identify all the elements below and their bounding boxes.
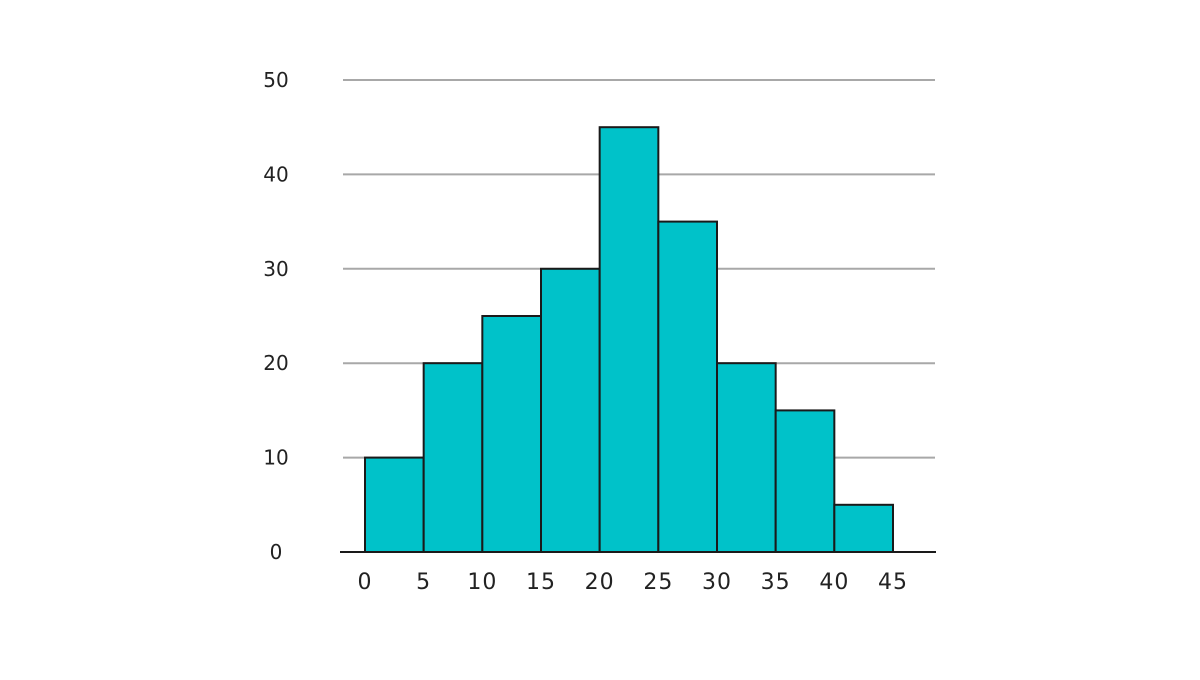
y-tick-label-0: 0 — [270, 540, 283, 564]
x-tick-label-35: 35 — [761, 570, 791, 595]
bar-35-40 — [774, 409, 836, 553]
bar-15-20 — [540, 267, 601, 553]
y-tick-labels: 0 10 20 30 40 50 — [263, 68, 288, 564]
y-tick-label-30: 30 — [263, 257, 288, 281]
x-tick-label-40: 40 — [819, 570, 849, 595]
x-tick-label-25: 25 — [643, 570, 673, 595]
x-tick-label-45: 45 — [878, 570, 908, 595]
bar-5-10 — [422, 362, 484, 554]
y-tick-label-20: 20 — [263, 351, 288, 375]
x-tick-label-0: 0 — [358, 570, 373, 595]
y-tick-label-50: 50 — [263, 68, 288, 92]
x-tick-labels: 0 5 10 15 20 25 30 35 40 45 — [358, 570, 908, 595]
x-tick-label-20: 20 — [585, 570, 615, 595]
bar-40-45 — [833, 503, 894, 553]
y-tick-label-40: 40 — [263, 162, 288, 186]
x-tick-label-15: 15 — [526, 570, 556, 595]
bar-25-30 — [657, 220, 718, 553]
bar-0-5 — [364, 456, 425, 554]
bar-30-35 — [716, 362, 777, 554]
bars — [364, 126, 894, 554]
bar-10-15 — [481, 315, 543, 553]
y-tick-label-10: 10 — [263, 446, 288, 470]
x-tick-label-30: 30 — [702, 570, 732, 595]
x-tick-label-10: 10 — [467, 570, 497, 595]
bar-20-25 — [598, 126, 660, 553]
x-tick-label-5: 5 — [416, 570, 431, 595]
